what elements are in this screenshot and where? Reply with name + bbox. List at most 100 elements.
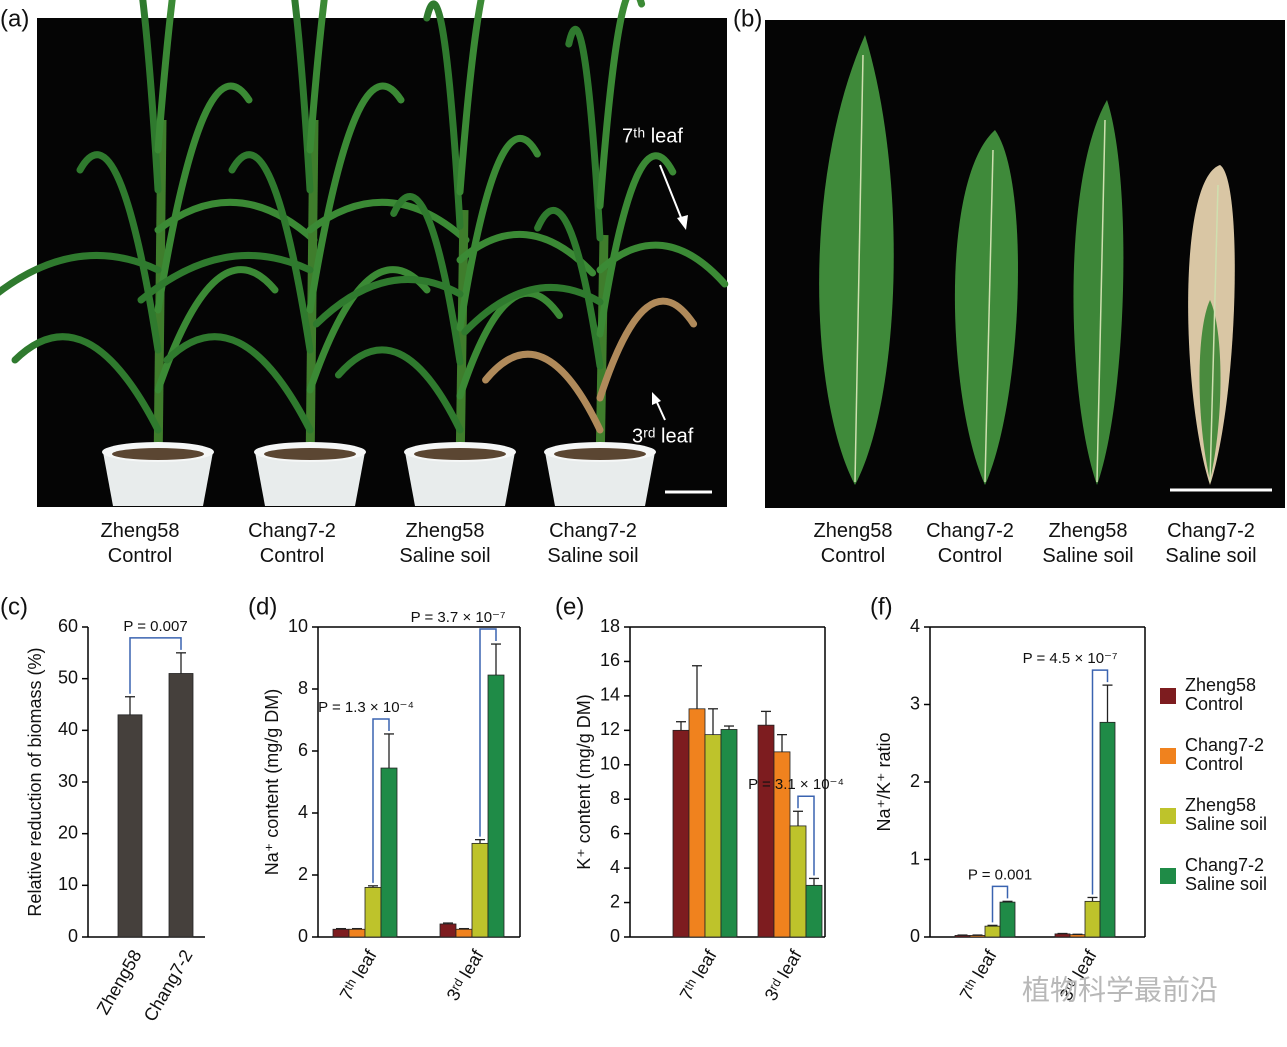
significance-bracket bbox=[797, 795, 815, 876]
bar bbox=[1054, 933, 1071, 938]
panel-label: (b) bbox=[733, 5, 762, 32]
bar bbox=[789, 825, 807, 938]
legend-swatch bbox=[1160, 808, 1176, 824]
panel-label: (a) bbox=[0, 5, 29, 32]
p-value: P = 1.3 × 10⁻⁴ bbox=[318, 699, 414, 716]
plant-leaf bbox=[456, 0, 485, 196]
y-tick-label: 4 bbox=[910, 616, 920, 636]
y-tick-label: 16 bbox=[600, 650, 620, 670]
panel-label: (e) bbox=[555, 593, 584, 620]
plant-leaf bbox=[163, 333, 314, 434]
arrow-head bbox=[677, 215, 688, 230]
y-tick-label: 3 bbox=[910, 693, 920, 713]
y-tick-label: 4 bbox=[298, 802, 308, 822]
plant-leaf bbox=[291, 0, 314, 194]
pot bbox=[545, 452, 655, 506]
y-tick-label: 6 bbox=[610, 822, 620, 842]
pot bbox=[103, 452, 213, 506]
bar bbox=[704, 734, 722, 938]
y-tick-label: 30 bbox=[58, 771, 78, 791]
bar bbox=[364, 887, 382, 938]
y-tick-label: 2 bbox=[298, 864, 308, 884]
x-tick-label: 3ʳᵈ leaf bbox=[761, 946, 806, 1005]
bar bbox=[1069, 934, 1086, 938]
y-tick-label: 8 bbox=[610, 788, 620, 808]
x-tick-label: 3ʳᵈ leaf bbox=[443, 946, 488, 1005]
bar bbox=[757, 724, 775, 938]
p-value: P = 0.001 bbox=[968, 866, 1032, 883]
bar bbox=[439, 923, 457, 938]
photo-caption: Zheng58 Saline soil bbox=[1042, 520, 1133, 567]
y-tick-label: 2 bbox=[910, 771, 920, 791]
bar bbox=[380, 767, 398, 938]
photo-caption: Zheng58 Saline soil bbox=[399, 520, 490, 567]
photo-drawings bbox=[0, 0, 1272, 506]
plant-leaf bbox=[154, 0, 176, 154]
plant-leaf bbox=[565, 25, 604, 242]
plant-leaf bbox=[456, 134, 541, 332]
plant-leaf bbox=[461, 284, 604, 336]
leaf-midrib bbox=[1209, 184, 1219, 483]
plant-leaf bbox=[596, 297, 698, 402]
plant-leaf bbox=[154, 198, 318, 244]
plant-leaf bbox=[423, 0, 464, 230]
plant-leaf bbox=[534, 206, 604, 370]
leaf bbox=[819, 35, 894, 485]
panel-label: (f) bbox=[870, 593, 893, 620]
y-tick-label: 0 bbox=[610, 926, 620, 946]
y-tick-label: 18 bbox=[600, 616, 620, 636]
y-tick-label: 10 bbox=[58, 874, 78, 894]
bar bbox=[805, 884, 823, 938]
plant-leaf bbox=[390, 193, 464, 366]
plant-leaf bbox=[596, 0, 646, 210]
y-axis-label: K⁺ content (mg/g DM) bbox=[574, 694, 594, 870]
bar bbox=[1084, 900, 1101, 938]
y-tick-label: 50 bbox=[58, 667, 78, 687]
y-axis-label: Relative reduction of biomass (%) bbox=[25, 647, 45, 916]
panel-label: (c) bbox=[0, 593, 28, 620]
pot bbox=[405, 452, 515, 506]
plant-leaf bbox=[596, 152, 677, 338]
arrow bbox=[659, 164, 685, 226]
photo-annotation: 3ʳᵈ leaf bbox=[632, 425, 694, 447]
bar bbox=[720, 729, 738, 938]
significance-bracket bbox=[372, 718, 390, 883]
photo-caption: Chang7-2 Saline soil bbox=[547, 520, 638, 567]
leaf bbox=[1073, 100, 1124, 485]
y-tick-label: 0 bbox=[68, 926, 78, 946]
p-value: P = 4.5 × 10⁻⁷ bbox=[1023, 650, 1118, 667]
p-value: P = 3.7 × 10⁻⁷ bbox=[411, 609, 506, 626]
y-tick-label: 14 bbox=[600, 685, 620, 705]
y-tick-label: 0 bbox=[910, 926, 920, 946]
legend-swatch bbox=[1160, 688, 1176, 704]
y-tick-label: 60 bbox=[58, 616, 78, 636]
y-tick-label: 4 bbox=[610, 857, 620, 877]
leaf-midrib bbox=[1096, 119, 1106, 483]
plant-leaf bbox=[306, 0, 328, 154]
legend-label: Chang7-2 Control bbox=[1185, 735, 1264, 774]
leaf-green bbox=[1199, 300, 1221, 480]
plant-leaf bbox=[11, 333, 162, 434]
x-tick-label: 7ᵗʰ leaf bbox=[956, 946, 1001, 1004]
photo-caption: Chang7-2 Saline soil bbox=[1165, 520, 1256, 567]
bar bbox=[672, 729, 690, 938]
soil bbox=[112, 448, 204, 460]
plant-leaf bbox=[0, 251, 162, 296]
photo-caption: Chang7-2 Control bbox=[926, 520, 1014, 567]
legend-label: Chang7-2 Saline soil bbox=[1185, 855, 1267, 894]
x-tick-label: Zheng58 bbox=[93, 946, 146, 1018]
y-tick-label: 10 bbox=[288, 616, 308, 636]
legend-label: Zheng58 Saline soil bbox=[1185, 795, 1267, 834]
soil bbox=[264, 448, 356, 460]
y-tick-label: 2 bbox=[610, 891, 620, 911]
plant-leaf bbox=[137, 251, 314, 304]
plant-leaf bbox=[154, 82, 253, 314]
y-axis-label: Na⁺/K⁺ ratio bbox=[874, 732, 894, 831]
y-tick-label: 6 bbox=[298, 740, 308, 760]
legend-swatch bbox=[1160, 868, 1176, 884]
significance-bracket bbox=[129, 637, 182, 694]
bar bbox=[999, 901, 1016, 938]
bar bbox=[332, 928, 350, 938]
x-tick-label: Chang7-2 bbox=[140, 946, 197, 1024]
